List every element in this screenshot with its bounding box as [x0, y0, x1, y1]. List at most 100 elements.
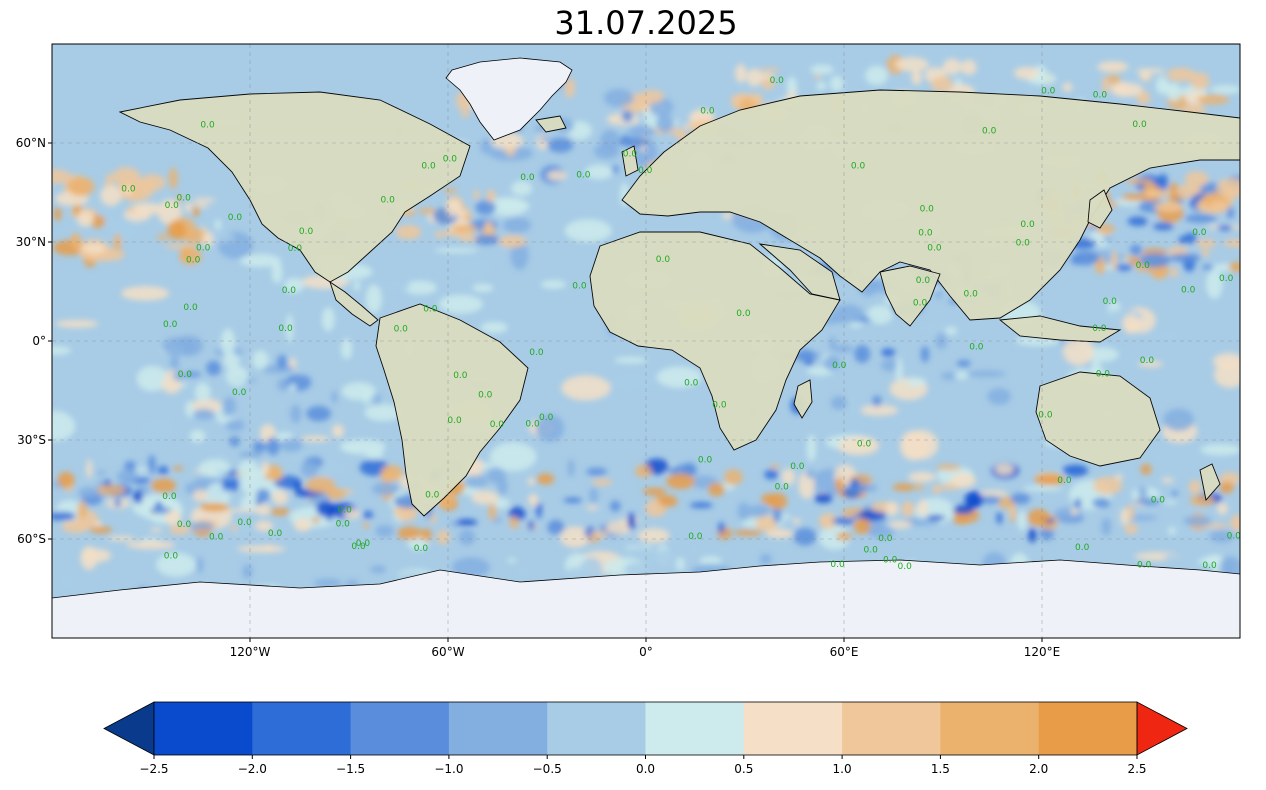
lon-tick-label: 120°W [230, 645, 271, 659]
contour-label: 0.0 [336, 519, 351, 529]
contour-label: 0.0 [529, 348, 544, 358]
contour-label: 0.0 [1202, 561, 1217, 571]
contour-label: 0.0 [539, 413, 554, 423]
colorbar-tick-label: 2.0 [1029, 762, 1048, 776]
contour-label: 0.0 [1093, 91, 1108, 101]
contour-label: 0.0 [423, 304, 438, 314]
colorbar-tick-label: −1.0 [434, 762, 463, 776]
contour-label: 0.0 [830, 560, 845, 570]
contour-label: 0.0 [478, 391, 493, 401]
contour-label: 0.0 [1020, 220, 1035, 230]
contour-label: 0.0 [183, 303, 198, 313]
contour-label: 0.0 [1137, 560, 1152, 570]
contour-label: 0.0 [177, 520, 192, 530]
colorbar-extend-max [1136, 701, 1188, 756]
contour-label: 0.0 [453, 371, 468, 381]
contour-label: 0.0 [770, 76, 785, 86]
contour-label: 0.0 [165, 201, 180, 211]
contour-label: 0.0 [1151, 496, 1166, 506]
contour-label: 0.0 [1219, 274, 1234, 284]
colorbar-segment [350, 702, 450, 755]
colorbar-tick-label: −1.5 [336, 762, 365, 776]
colorbar-tick-label: 0.5 [734, 762, 753, 776]
contour-label: 0.0 [1103, 297, 1118, 307]
contour-label: 0.0 [775, 483, 790, 493]
contour-label: 0.0 [572, 282, 587, 292]
contour-label: 0.0 [684, 379, 699, 389]
contour-label: 0.0 [163, 320, 178, 330]
colorbar-tick-label: −0.5 [533, 762, 562, 776]
lat-tick-label: 30°S [17, 433, 46, 447]
contour-label: 0.0 [864, 545, 879, 555]
contour-label: 0.0 [447, 416, 462, 426]
contour-label: 0.0 [443, 154, 458, 164]
contour-label: 0.0 [1136, 261, 1151, 271]
contour-label: 0.0 [1092, 324, 1107, 334]
contour-label: 0.0 [121, 184, 136, 194]
contour-label: 0.0 [288, 244, 303, 254]
contour-label: 0.0 [964, 290, 979, 300]
contour-label: 0.0 [1038, 411, 1053, 421]
colorbar-tick-label: 1.5 [931, 762, 950, 776]
contour-label: 0.0 [278, 324, 293, 334]
contour-label: 0.0 [920, 205, 935, 215]
contour-label: 0.0 [237, 518, 252, 528]
lon-tick-label: 60°W [431, 645, 464, 659]
contour-label: 0.0 [688, 532, 703, 542]
contour-label: 0.0 [178, 370, 193, 380]
lon-tick-label: 0° [639, 645, 653, 659]
colorbar-segment [154, 702, 253, 755]
contour-label: 0.0 [164, 551, 179, 561]
colorbar-segment [1038, 702, 1138, 755]
lat-tick-label: 30°N [16, 235, 46, 249]
contour-labels: 0.0 0.0 0.0 0.0 0.0 0.0 0.0 0.0 0.0 0.0 0.0 0.0 0.0 0… [121, 76, 1242, 572]
contour-label: 0.0 [623, 150, 638, 160]
map-area: 0.0 0.0 0.0 0.0 0.0 0.0 0.0 0.0 0.0 0.0 0.0 0.0 0.0 0… [52, 44, 1242, 638]
contour-label: 0.0 [414, 544, 429, 554]
contour-label: 0.0 [916, 276, 931, 286]
lon-axis: 120°W 60°W 0° 60°E 120°E [230, 638, 1060, 659]
contour-label: 0.0 [520, 173, 535, 183]
contour-label: 0.0 [736, 309, 751, 319]
contour-label: 0.0 [913, 299, 928, 309]
contour-label: 0.0 [1132, 120, 1147, 130]
contour-label: 0.0 [351, 542, 366, 552]
contour-label: 0.0 [268, 529, 283, 539]
contour-label: 0.0 [1041, 87, 1056, 97]
contour-label: 0.0 [200, 121, 215, 131]
colorbar-segment [842, 702, 941, 755]
colorbar-segment [940, 702, 1040, 755]
contour-label: 0.0 [177, 194, 192, 204]
contour-label: 0.0 [878, 534, 893, 544]
contour-label: 0.0 [381, 196, 396, 206]
contour-label: 0.0 [918, 228, 933, 238]
colorbar-tick-label: −2.5 [139, 762, 168, 776]
contour-label: 0.0 [186, 256, 201, 266]
colorbar-tick-label: 1.0 [833, 762, 852, 776]
contour-label: 0.0 [1227, 531, 1242, 541]
contour-label: 0.0 [338, 505, 353, 515]
contour-label: 0.0 [1016, 239, 1031, 249]
colorbar-tick-label: −2.0 [238, 762, 267, 776]
gridlines [52, 44, 1240, 638]
contour-label: 0.0 [1096, 369, 1111, 379]
contour-label: 0.0 [982, 127, 997, 137]
contour-label: 0.0 [162, 492, 177, 502]
contour-label: 0.0 [356, 539, 371, 549]
contour-label: 0.0 [712, 401, 727, 411]
colorbar-segment [252, 702, 352, 755]
contour-label: 0.0 [1181, 285, 1196, 295]
contour-label: 0.0 [969, 343, 984, 353]
colorbar [103, 701, 1188, 756]
contour-label: 0.0 [228, 213, 243, 223]
contour-label: 0.0 [898, 562, 913, 572]
contour-label: 0.0 [1192, 228, 1207, 238]
contour-label: 0.0 [1075, 543, 1090, 553]
colorbar-segment [547, 702, 646, 755]
lat-tick-label: 0° [32, 334, 46, 348]
colorbar-segment [448, 702, 548, 755]
contour-label: 0.0 [700, 106, 715, 116]
contour-label: 0.0 [1140, 356, 1155, 366]
contour-label: 0.0 [299, 227, 314, 237]
